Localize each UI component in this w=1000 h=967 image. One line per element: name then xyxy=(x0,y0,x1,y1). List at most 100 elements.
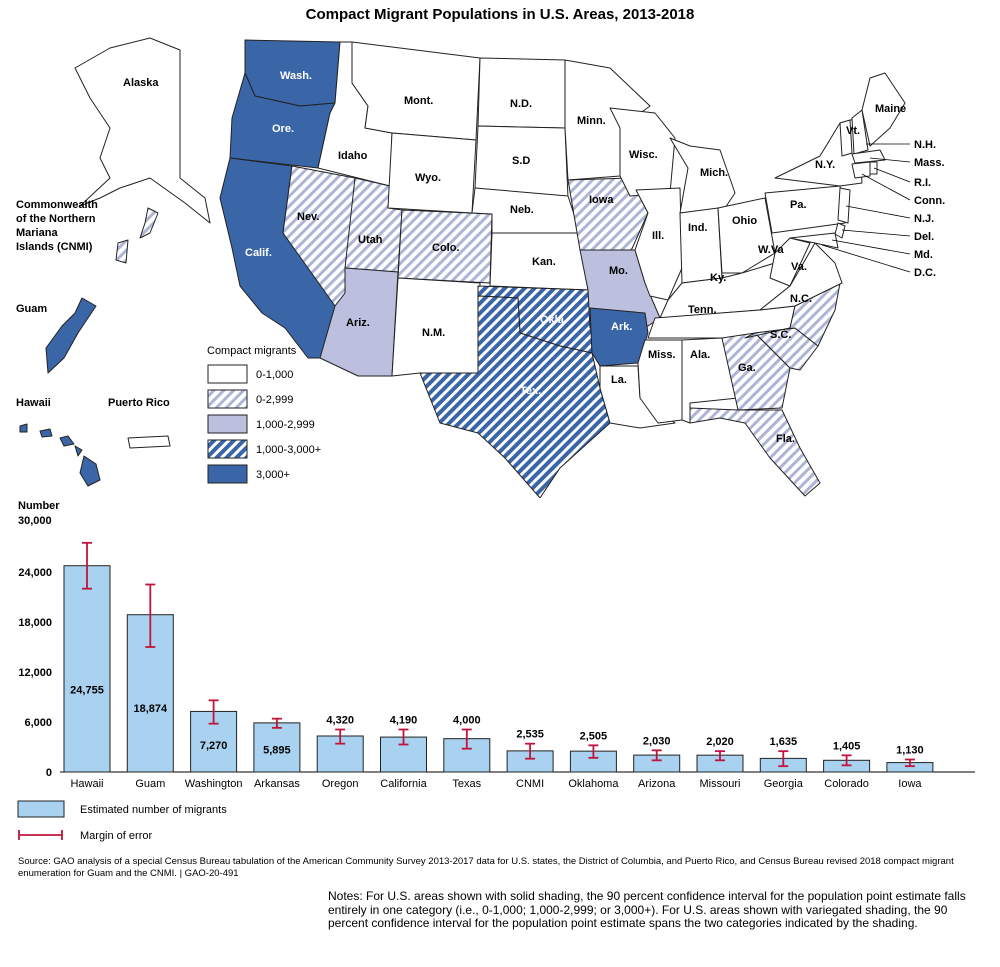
label-fla: Fla. xyxy=(776,433,795,445)
error-bar xyxy=(461,728,472,750)
label-ariz: Ariz. xyxy=(346,317,370,329)
error-bar xyxy=(208,699,219,725)
label-tenn: Tenn. xyxy=(688,304,717,316)
label-ohio: Ohio xyxy=(732,215,757,227)
map-legend-label: 1,000-3,000+ xyxy=(256,444,321,456)
state-nh xyxy=(851,109,869,155)
label-wyo: Wyo. xyxy=(415,172,441,184)
state-guam xyxy=(45,297,97,374)
label-ga: Ga. xyxy=(738,362,756,374)
label-ill: Ill. xyxy=(652,230,664,242)
label-md: Md. xyxy=(914,249,933,261)
state-md xyxy=(789,232,839,249)
label-mich: Mich. xyxy=(700,167,728,179)
state-ohio xyxy=(717,197,776,274)
error-bar xyxy=(398,728,409,746)
legend-bar-swatch xyxy=(17,800,65,818)
label-hawaii: Hawaii xyxy=(16,397,51,409)
label-ala: Ala. xyxy=(690,349,710,361)
error-bar xyxy=(145,583,156,648)
map-legend-swatch xyxy=(207,414,248,434)
x-tick-label: CNMI xyxy=(516,778,544,790)
bar-value-label: 7,270 xyxy=(200,740,228,752)
label-wisc: Wisc. xyxy=(629,149,658,161)
label-idaho: Idaho xyxy=(338,150,368,162)
label-ark: Ark. xyxy=(611,321,632,333)
state-cnmi xyxy=(139,207,159,239)
state-fla xyxy=(689,407,821,497)
error-bar xyxy=(904,758,915,768)
map-legend-label: 3,000+ xyxy=(256,469,290,481)
label-mont: Mont. xyxy=(404,95,433,107)
label-alaska: Alaska xyxy=(123,77,159,89)
label-nev: Nev. xyxy=(297,211,319,223)
state-hawaii-1 xyxy=(19,423,28,433)
bar xyxy=(253,722,301,773)
state-mich xyxy=(669,137,736,214)
label-iowa: Iowa xyxy=(589,194,614,206)
label-maine: Maine xyxy=(875,103,906,115)
bar-value-label: 4,320 xyxy=(326,715,354,727)
bar xyxy=(63,565,111,773)
x-tick-label: Oregon xyxy=(322,778,359,790)
source-note: Source: GAO analysis of a special Census… xyxy=(18,856,954,879)
state-nj xyxy=(837,187,851,224)
x-tick-label: Missouri xyxy=(700,778,741,790)
state-del xyxy=(834,222,846,239)
error-bar xyxy=(271,717,282,729)
bar-value-label: 4,190 xyxy=(390,715,418,727)
state-cnmi-2 xyxy=(115,239,129,264)
label-colo: Colo. xyxy=(432,242,460,254)
x-tick-label: Georgia xyxy=(764,778,804,790)
label-cnmi-3: Mariana xyxy=(16,227,58,239)
label-nm: N.M. xyxy=(422,327,445,339)
label-pa: Pa. xyxy=(790,199,807,211)
label-ny: N.Y. xyxy=(815,159,835,171)
x-tick-label: California xyxy=(380,778,427,790)
label-la: La. xyxy=(611,374,627,386)
x-tick-label: Texas xyxy=(452,778,481,790)
label-dc: D.C. xyxy=(914,267,936,279)
state-ri xyxy=(869,161,878,175)
label-sd: S.D xyxy=(512,155,530,167)
state-nc xyxy=(744,282,841,347)
label-conn: Conn. xyxy=(914,195,945,207)
y-axis-ticks: 0 6,000 12,000 18,000 24,000 xyxy=(18,567,52,779)
bar-chart: Number 30,000 0 6,000 12,000 18,000 24,000 2… xyxy=(17,500,975,842)
state-puerto-rico xyxy=(127,435,171,449)
error-bar xyxy=(335,728,346,745)
map-labels: Alaska Commonwealth of the Northern Mari… xyxy=(16,70,945,445)
state-wva xyxy=(769,237,811,287)
bar-value-label: 24,755 xyxy=(70,685,104,697)
bar-value-label: 1,405 xyxy=(833,740,861,752)
state-hawaii-3 xyxy=(59,435,75,447)
y-tick-label: 0 xyxy=(46,767,52,779)
state-iowa xyxy=(567,177,649,254)
label-sc: S.C. xyxy=(770,329,791,341)
y-axis-label-line2: 30,000 xyxy=(18,515,52,527)
bar-value-label: 1,635 xyxy=(770,736,798,748)
y-tick-label: 12,000 xyxy=(18,667,52,679)
error-bar xyxy=(715,750,725,762)
label-nh: N.H. xyxy=(914,139,936,151)
bar-value-label: 1,130 xyxy=(896,745,924,757)
label-minn: Minn. xyxy=(577,115,606,127)
error-bar xyxy=(841,754,852,767)
x-axis-tick-labels: Hawaii Guam Washington Arkansas Oregon Califo… xyxy=(70,778,922,790)
label-cnmi-4: Islands (CNMI) xyxy=(16,241,93,253)
x-tick-label: Arizona xyxy=(638,778,676,790)
state-ga xyxy=(721,332,791,411)
label-vt: Vt. xyxy=(846,125,860,137)
map-legend-label: 0-2,999 xyxy=(256,394,293,406)
error-bar xyxy=(525,742,536,760)
map-legend-swatch xyxy=(207,464,248,484)
error-bar xyxy=(778,750,789,768)
bar-value-label: 2,505 xyxy=(580,730,608,742)
state-mass xyxy=(851,149,886,164)
label-del: Del. xyxy=(914,231,934,243)
chart-legend: Estimated number of migrants Margin of er… xyxy=(17,800,227,842)
label-miss: Miss. xyxy=(648,349,676,361)
chart-title: Compact Migrant Populations in U.S. Area… xyxy=(305,6,695,23)
us-map: Alaska Commonwealth of the Northern Mari… xyxy=(16,37,945,498)
label-wash: Wash. xyxy=(280,70,312,82)
